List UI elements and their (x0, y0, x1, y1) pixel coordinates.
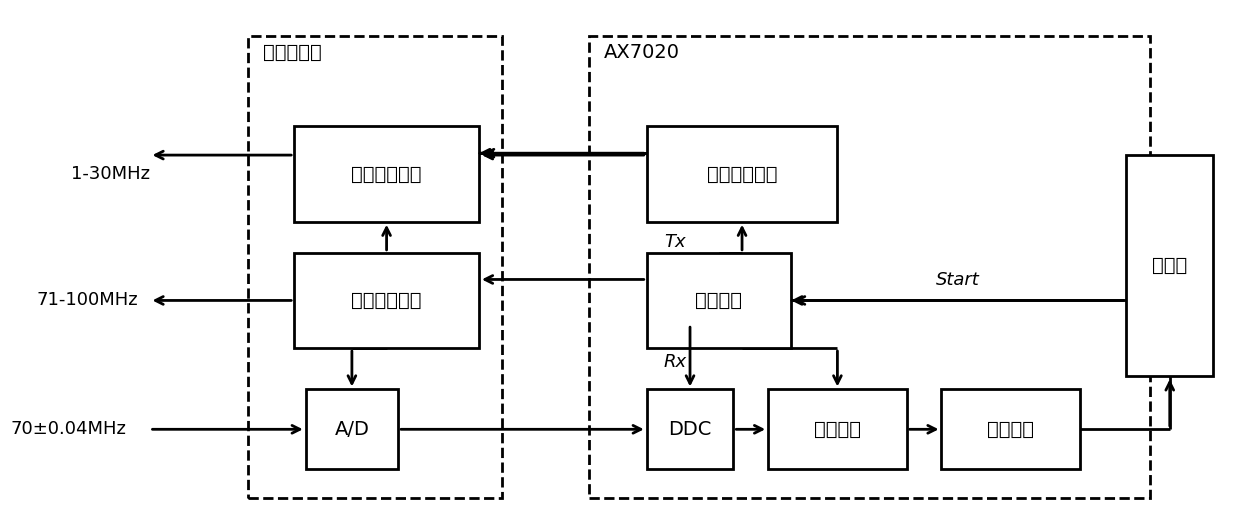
Text: 数值打包: 数值打包 (814, 420, 861, 439)
Text: 70±0.04MHz: 70±0.04MHz (11, 420, 126, 438)
Bar (647, 389, 733, 469)
Text: 自制电路板: 自制电路板 (263, 43, 322, 62)
Bar (942, 389, 1080, 469)
Text: Rx: Rx (664, 353, 688, 371)
Text: 数据缓存: 数据缓存 (987, 420, 1035, 439)
Text: DDC: DDC (668, 420, 711, 439)
Bar (589, 36, 1150, 498)
Text: 1-30MHz: 1-30MHz (71, 165, 150, 183)
Bar (248, 36, 502, 498)
Text: 发射信号产生: 发射信号产生 (352, 165, 421, 184)
Text: 雷达时序: 雷达时序 (695, 291, 742, 310)
Text: Start: Start (935, 271, 979, 289)
Text: 71-100MHz: 71-100MHz (36, 291, 138, 309)
Text: 载波信号产生: 载波信号产生 (352, 291, 421, 310)
Bar (768, 389, 907, 469)
Text: A/D: A/D (335, 420, 369, 439)
Bar (647, 253, 792, 348)
Text: 编码序列读取: 编码序列读取 (706, 165, 777, 184)
Bar (306, 389, 398, 469)
Bar (294, 253, 479, 348)
Text: AX7020: AX7020 (603, 43, 680, 62)
Bar (647, 127, 838, 222)
Bar (1126, 155, 1213, 377)
Bar (294, 127, 479, 222)
Text: Tx: Tx (664, 233, 685, 252)
Text: 上位机: 上位机 (1152, 256, 1187, 275)
